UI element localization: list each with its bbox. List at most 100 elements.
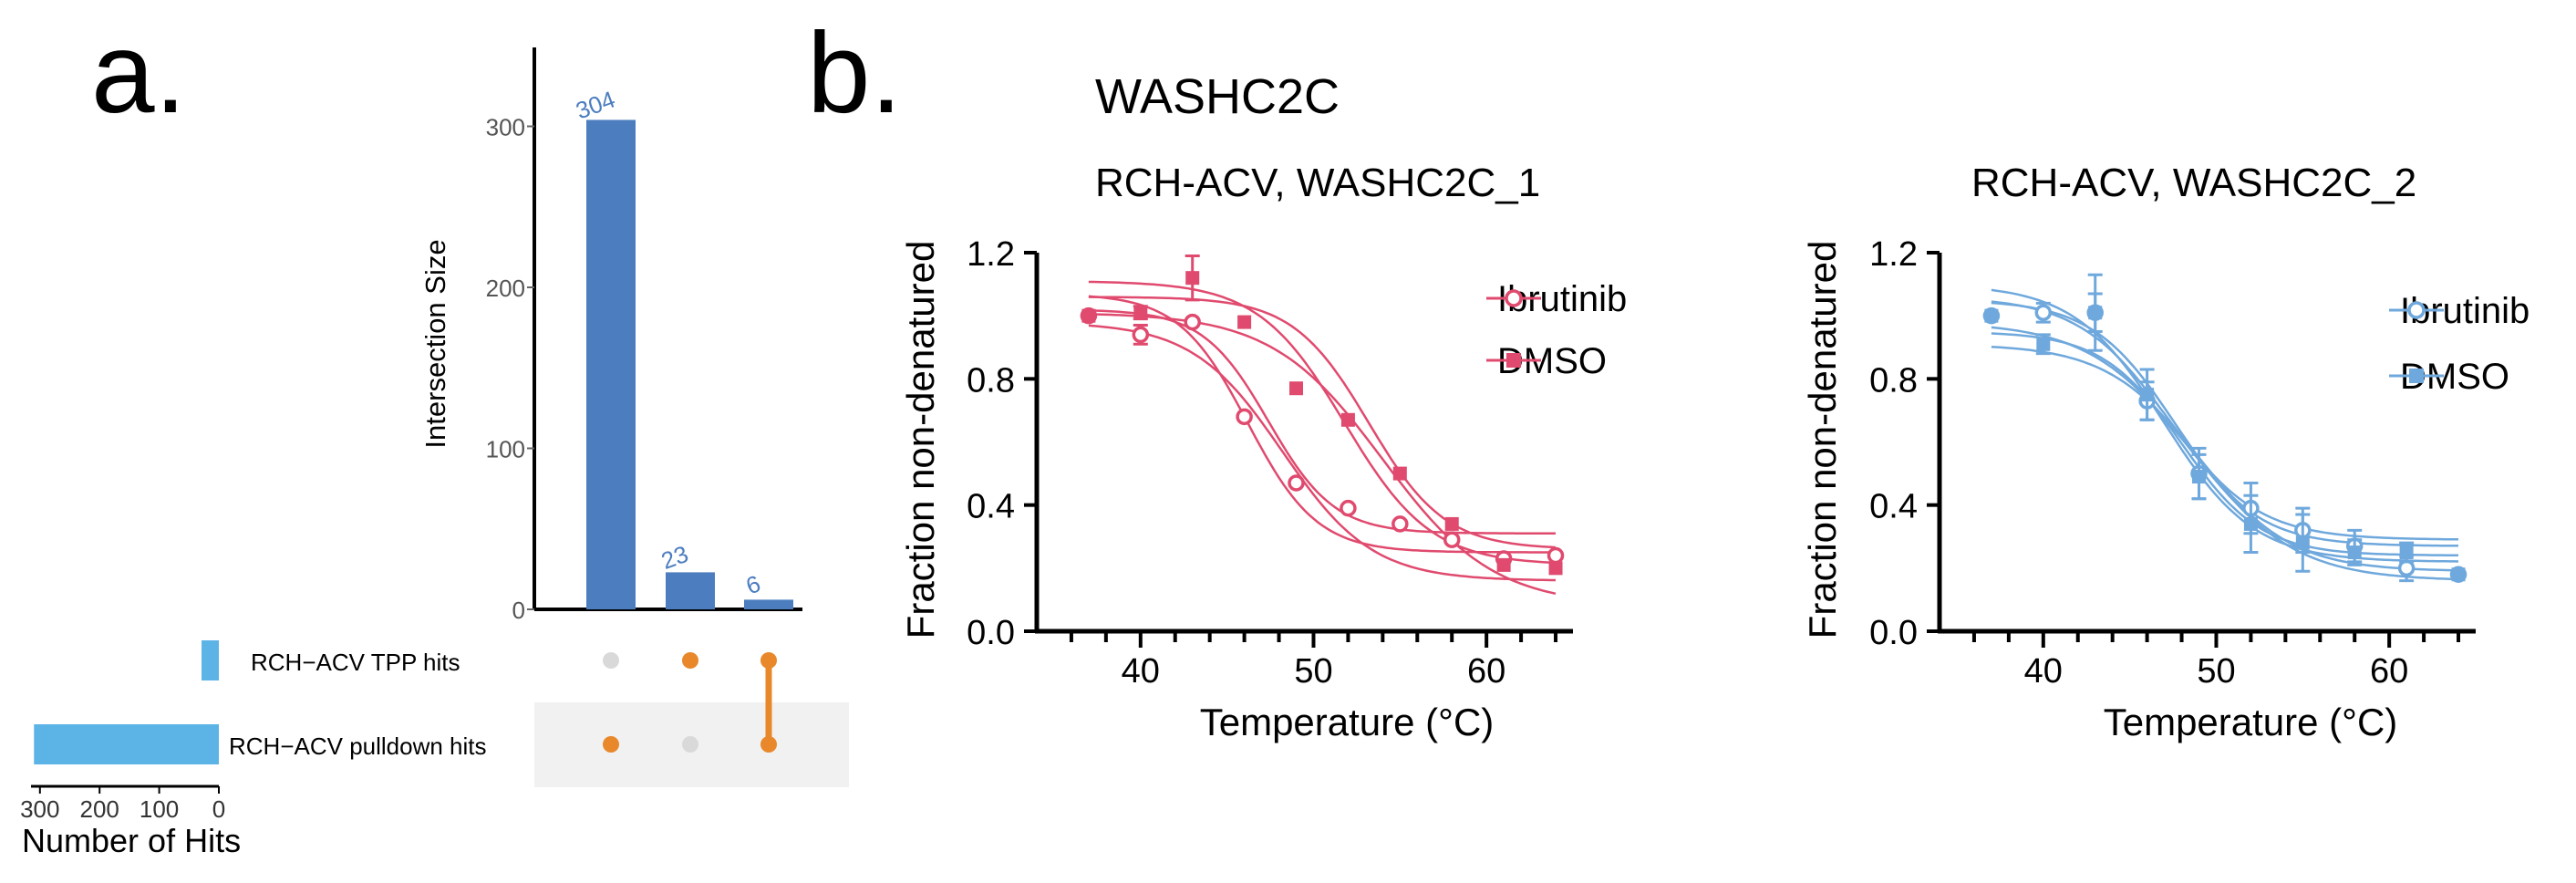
fit-curve: [1088, 295, 1556, 554]
set-size-tick-label: 200: [80, 795, 119, 823]
fit-curve: [1991, 288, 2459, 563]
upset-plot: 0 100 200 300 304 23 6 300 200 100 0 Intersectio…: [20, 47, 849, 859]
intersection-bar: [744, 599, 793, 609]
data-point-dmso: [1548, 561, 1563, 576]
membership-dot-active: [682, 652, 698, 669]
data-point-ibrutinib: [2034, 304, 2053, 321]
x-axis-label-panel-2: Temperature (°C): [2104, 701, 2398, 743]
legend-panel-1: Ibrutinib DMSO: [1497, 279, 1627, 381]
legend-panel-2: Ibrutinib DMSO: [2400, 291, 2529, 397]
data-point-dmso: [1133, 306, 1148, 320]
membership-dot-active: [603, 736, 619, 753]
data-point-dmso: [1444, 516, 1459, 531]
set-size-tick-label: 0: [212, 795, 225, 823]
x-axis-label-panel-1: Temperature (°C): [1200, 701, 1495, 743]
y-tick-label: 0.0: [967, 614, 1015, 652]
data-point-dmso: [1081, 308, 1096, 323]
y-tick-label: 100: [486, 436, 525, 463]
y-tick-label: 300: [486, 114, 525, 141]
set-label-tpp-hits: RCH−ACV TPP hits: [251, 649, 460, 676]
melt-curve-panel-2: RCH-ACV, WASHC2C_2 Fraction non-denature…: [1801, 161, 2529, 743]
fit-curve: [1088, 313, 1557, 596]
x-tick-label: 60: [1467, 652, 1505, 691]
data-point-ibrutinib: [1288, 474, 1305, 492]
y-tick-label: 200: [486, 275, 525, 302]
set-membership-matrix: [603, 652, 777, 753]
data-point-dmso: [2088, 306, 2103, 320]
data-point-ibrutinib: [1132, 326, 1150, 344]
membership-dot-inactive: [682, 736, 698, 753]
data-point-ibrutinib: [1547, 546, 1565, 565]
data-point-ibrutinib: [1184, 313, 1201, 331]
membership-dot-active: [760, 736, 777, 753]
y-axis-label-panel-1: Fraction non-denatured: [899, 241, 942, 639]
legend-marker-dmso: [2409, 369, 2424, 383]
set-size-bar: [202, 640, 219, 680]
legend-marker-ibrutinib: [1505, 289, 1523, 307]
panel-a-label: a.: [91, 10, 186, 137]
intersection-axis: 0 100 200 300: [486, 47, 802, 624]
x-tick-label: 50: [1294, 652, 1332, 691]
y-tick-label: 0.0: [1869, 614, 1918, 652]
set-size-bars: 300 200 100 0: [20, 640, 225, 823]
data-point-dmso: [2243, 516, 2258, 531]
fit-curve: [1991, 332, 2459, 557]
gene-title: WASHC2C: [1095, 69, 1340, 124]
y-axis-label-panel-2: Fraction non-denatured: [1801, 241, 1844, 639]
y-tick-label: 0.8: [967, 361, 1015, 400]
melt-curve-panel-1: RCH-ACV, WASHC2C_1 Fraction non-denature…: [899, 161, 1627, 743]
x-tick-label: 40: [2024, 652, 2063, 691]
intersection-bar: [586, 119, 636, 609]
data-point-ibrutinib: [2397, 559, 2416, 577]
intersection-count-label: 304: [572, 85, 618, 124]
y-tick-label: 0.8: [1869, 361, 1918, 400]
data-point-ibrutinib: [1340, 499, 1357, 517]
data-point-dmso: [2192, 470, 2207, 484]
data-point-dmso: [2140, 388, 2155, 402]
y-tick-label: 0: [512, 597, 525, 624]
y-tick-label: 0.4: [1869, 488, 1918, 526]
x-tick-label: 60: [2370, 652, 2408, 691]
number-of-hits-label: Number of Hits: [22, 822, 241, 859]
fit-curve: [1088, 324, 1556, 582]
data-point-dmso: [1392, 466, 1407, 481]
fit-curve: [1991, 345, 2459, 572]
set-label-pulldown-hits: RCH−ACV pulldown hits: [229, 732, 487, 760]
data-point-dmso: [2451, 567, 2466, 582]
membership-dot-active: [760, 652, 777, 669]
y-tick-label: 1.2: [967, 235, 1015, 274]
panel-b-label: b.: [807, 10, 902, 137]
membership-dot-inactive: [603, 652, 619, 669]
intersection-count-label: 23: [657, 540, 691, 575]
fit-curve: [1088, 309, 1557, 535]
data-point-dmso: [1340, 412, 1355, 427]
fit-curve: [1991, 300, 2458, 541]
x-tick-label: 40: [1122, 652, 1160, 691]
data-point-ibrutinib: [1236, 408, 1253, 426]
x-tick-label: 50: [2197, 652, 2235, 691]
data-point-dmso: [2347, 545, 2362, 560]
y-tick-label: 1.2: [1869, 235, 1918, 274]
intersection-count-label: 6: [742, 569, 764, 599]
y-tick-label: 0.4: [967, 488, 1015, 526]
data-point-ibrutinib: [1443, 531, 1461, 548]
fit-curve: [1088, 296, 1557, 549]
set-size-bar: [34, 724, 220, 764]
legend-marker-ibrutinib: [2407, 301, 2426, 319]
data-point-dmso: [2036, 337, 2051, 351]
data-point-ibrutinib: [1391, 515, 1409, 533]
set-size-tick-label: 300: [20, 795, 59, 823]
data-point-dmso: [1496, 557, 1511, 572]
intersection-size-label: Intersection Size: [419, 239, 451, 448]
chart-title-panel-2: RCH-ACV, WASHC2C_2: [1971, 161, 2416, 205]
fit-curve: [1991, 326, 2459, 581]
legend-marker-dmso: [1506, 353, 1521, 368]
fit-curve: [1088, 280, 1557, 565]
intersection-bars: 304 23 6: [572, 85, 793, 609]
fit-curve: [1991, 301, 2458, 547]
set-size-tick-label: 100: [140, 795, 179, 823]
intersection-bar: [666, 572, 715, 609]
data-point-dmso: [1289, 381, 1304, 396]
data-point-dmso: [1185, 271, 1200, 286]
